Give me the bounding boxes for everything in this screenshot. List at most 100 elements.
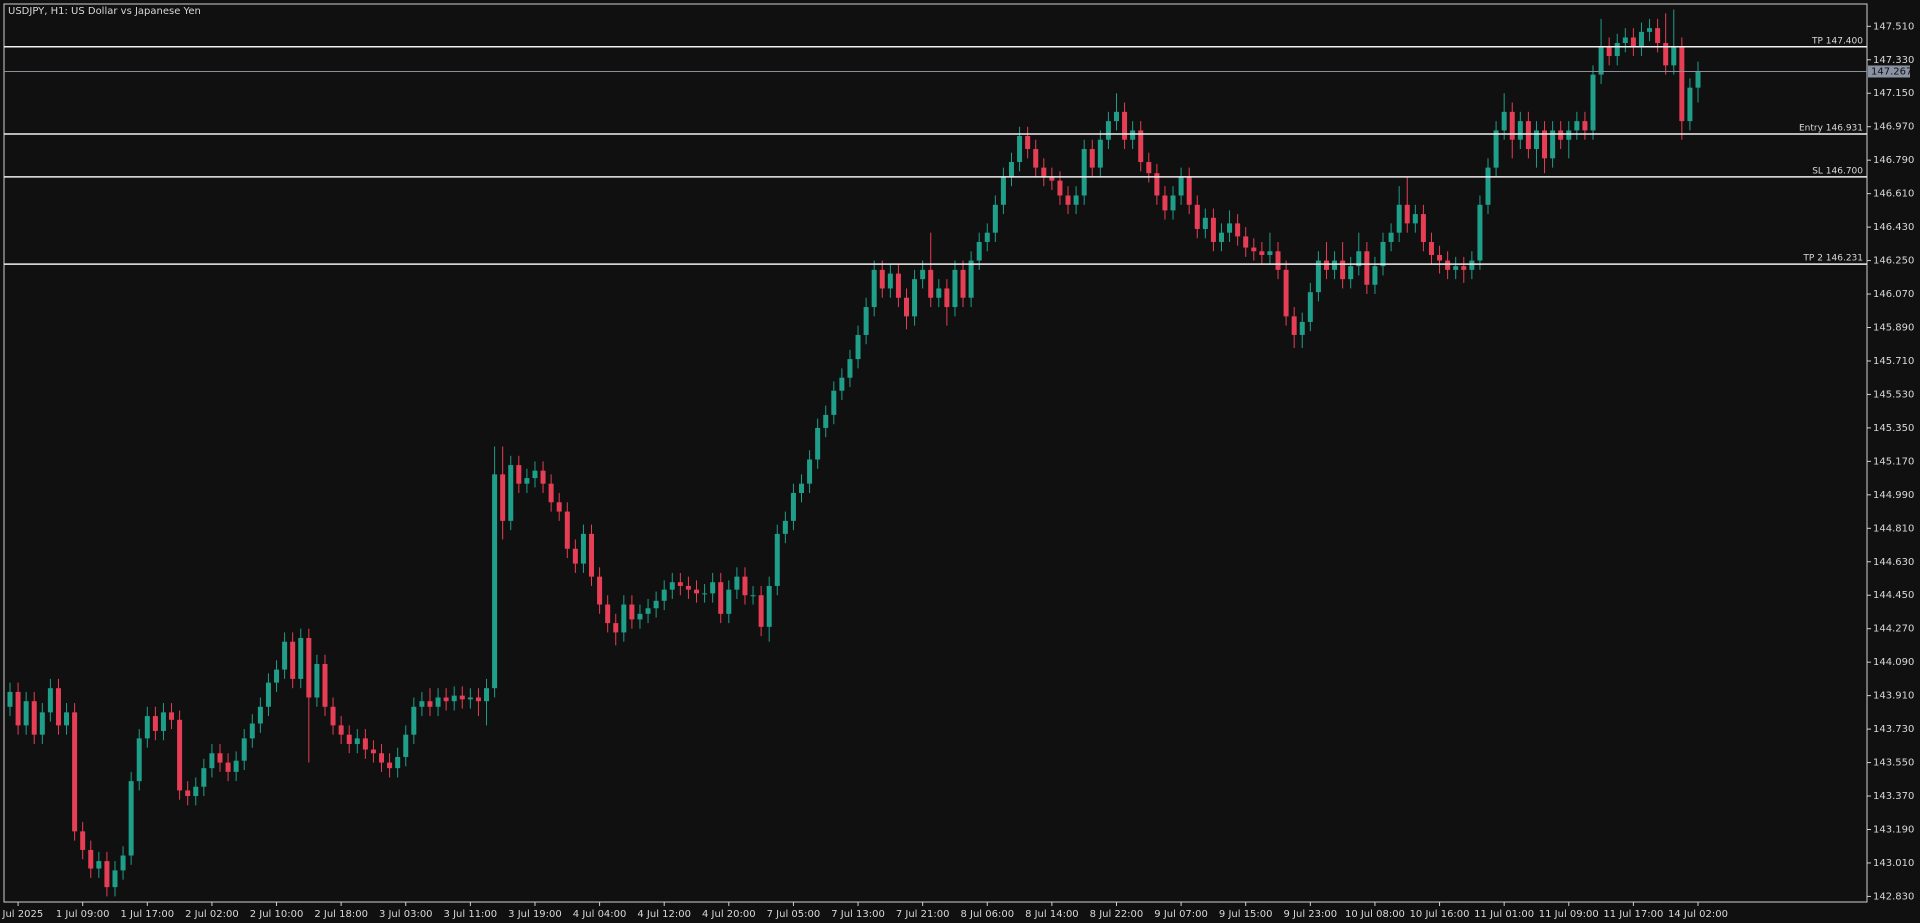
candle-body	[1566, 130, 1572, 140]
y-tick-label: 143.190	[1873, 824, 1914, 835]
candle-body	[500, 474, 506, 521]
candle-body	[201, 768, 207, 787]
candle-body	[1065, 195, 1071, 205]
candle-body	[782, 520, 788, 534]
candle-body	[661, 589, 667, 601]
candle-body	[387, 762, 393, 769]
candle-body	[1671, 46, 1677, 66]
candle-body	[1558, 130, 1564, 140]
candle-body	[1113, 111, 1119, 122]
candle-body	[613, 623, 619, 633]
candle-body	[1542, 130, 1548, 159]
candle-body	[1606, 46, 1612, 57]
candle-body	[621, 604, 627, 633]
candle-body	[1138, 130, 1144, 163]
candle-body	[1428, 241, 1434, 255]
candle-body	[540, 470, 546, 484]
candle-body	[1517, 121, 1523, 140]
x-tick-label: 4 Jul 12:00	[637, 909, 691, 920]
candle-body	[790, 492, 796, 521]
candle-body	[1598, 46, 1604, 75]
candle-body	[1154, 173, 1160, 196]
candle-body	[1089, 149, 1095, 168]
candle-body	[936, 288, 942, 298]
x-tick-label: 4 Jul 20:00	[702, 909, 756, 920]
candle-body	[1614, 43, 1620, 57]
candle-body	[403, 734, 409, 757]
candle-body	[362, 738, 368, 750]
candle-body	[144, 716, 150, 739]
candle-body	[419, 701, 425, 707]
candle-body	[1008, 162, 1014, 177]
candle-body	[322, 664, 328, 707]
candle-body	[298, 637, 304, 679]
candle-body	[702, 593, 708, 595]
candle-body	[1049, 176, 1055, 181]
x-tick-label: 9 Jul 23:00	[1284, 909, 1338, 920]
candle-body	[895, 273, 901, 298]
candle-body	[1332, 260, 1338, 270]
y-tick-label: 144.990	[1873, 490, 1914, 501]
x-tick-label: 3 Jul 19:00	[508, 909, 562, 920]
candle-body	[1017, 136, 1023, 163]
candle-body	[1453, 266, 1459, 270]
candle-body	[435, 697, 441, 707]
candle-body	[55, 688, 61, 726]
candle-body	[1340, 260, 1346, 280]
candle-body	[1638, 31, 1644, 47]
candle-body	[855, 334, 861, 360]
y-tick-label: 145.890	[1873, 323, 1914, 334]
candle-body	[1550, 130, 1556, 159]
candle-body	[379, 753, 385, 763]
candle-body	[912, 279, 918, 317]
candle-body	[871, 269, 877, 308]
candle-body	[887, 273, 893, 289]
y-tick-label: 147.330	[1873, 55, 1914, 66]
candle-body	[1210, 217, 1216, 242]
candle-body	[605, 604, 611, 624]
candle-body	[1622, 37, 1628, 44]
y-tick-label: 146.970	[1873, 122, 1914, 133]
candle-body	[128, 781, 134, 856]
candle-body	[475, 697, 481, 702]
candle-body	[831, 390, 837, 415]
y-tick-label: 144.450	[1873, 590, 1914, 601]
candle-body	[1130, 130, 1136, 140]
candle-body	[31, 701, 37, 735]
candle-body	[411, 706, 417, 735]
y-tick-label: 146.610	[1873, 189, 1914, 200]
candle-body	[225, 762, 231, 772]
candle-body	[572, 548, 578, 564]
candle-body	[1655, 28, 1661, 44]
x-tick-label: 3 Jul 03:00	[379, 909, 433, 920]
candle-body	[1000, 176, 1006, 205]
candle-body	[1186, 176, 1192, 205]
candle-body	[726, 589, 732, 614]
candle-body	[1647, 28, 1653, 32]
candle-body	[185, 790, 191, 797]
candle-body	[274, 669, 280, 683]
candle-body	[1162, 195, 1168, 211]
candle-body	[1469, 260, 1475, 270]
candle-body	[1170, 195, 1176, 211]
candle-body	[1122, 111, 1128, 140]
x-tick-label: 9 Jul 15:00	[1219, 909, 1273, 920]
candle-body	[1267, 251, 1273, 255]
plot-frame	[3, 3, 1868, 903]
candle-body	[960, 269, 966, 298]
candle-body	[710, 582, 716, 594]
candle-body	[136, 738, 142, 782]
candle-body	[548, 483, 554, 503]
candle-body	[330, 706, 336, 726]
candle-body	[112, 870, 118, 888]
candle-body	[7, 691, 13, 707]
candle-body	[1396, 204, 1402, 233]
candle-body	[1041, 167, 1047, 177]
y-tick-label: 146.790	[1873, 155, 1914, 166]
x-tick-label: 8 Jul 06:00	[960, 909, 1014, 920]
y-tick-label: 144.090	[1873, 657, 1914, 668]
x-tick-label: 1 Jul 17:00	[120, 909, 174, 920]
candle-body	[1582, 121, 1588, 131]
